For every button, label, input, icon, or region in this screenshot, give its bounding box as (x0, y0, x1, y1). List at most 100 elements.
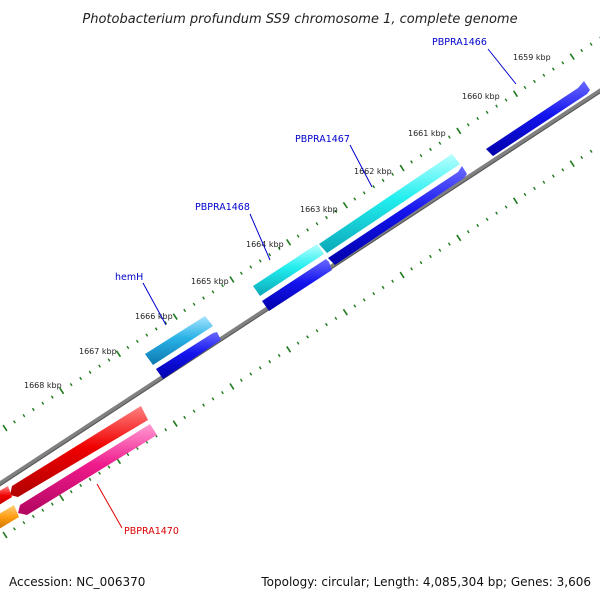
leader-line (96, 483, 123, 529)
tick-major (456, 234, 462, 242)
tick-minor (325, 322, 328, 327)
tick-minor (50, 395, 54, 399)
tick-minor (466, 230, 470, 234)
tick-minor (580, 48, 584, 53)
tick-minor (145, 333, 149, 337)
tick-minor (249, 265, 253, 269)
leader-line (349, 144, 373, 188)
gene-label-pbpra1468[interactable]: PBPRA1468 (195, 202, 250, 213)
tick-minor (296, 234, 300, 238)
tick-minor (315, 329, 319, 333)
tick-major (342, 201, 348, 209)
gene-arrow-pbpra1467[interactable] (319, 154, 460, 253)
tick-minor (476, 116, 480, 121)
tick-minor (325, 215, 328, 220)
gene-arrow-red-edge[interactable] (0, 486, 12, 508)
tick-minor (504, 205, 508, 209)
tick-major (2, 531, 8, 539)
kbp-labels: 1659 kbp 1660 kbp 1661 kbp 1662 kbp 1663… (24, 53, 551, 390)
tick-minor (533, 79, 536, 84)
tick-minor (202, 403, 205, 407)
tick-minor (362, 191, 366, 195)
gene-arrow-pbpra1466[interactable] (486, 81, 590, 156)
tick-major (2, 424, 8, 432)
gene-arrow-inner-3[interactable] (156, 332, 221, 379)
tick-major (569, 160, 575, 168)
leader-line (487, 48, 517, 85)
kbp-label: 1666 kbp (135, 312, 173, 321)
tick-minor (249, 372, 253, 376)
tick-minor (495, 211, 498, 215)
tick-minor (306, 335, 309, 339)
tick-minor (438, 141, 442, 145)
tick-minor (98, 364, 101, 368)
tick-minor (296, 341, 300, 345)
tick-minor (88, 477, 92, 481)
kbp-label: 1662 kbp (354, 167, 392, 176)
tick-minor (79, 376, 83, 381)
kbp-label: 1664 kbp (246, 240, 284, 249)
tick-minor (268, 360, 272, 364)
tick-minor (192, 409, 196, 413)
tick-minor (306, 228, 309, 232)
kbp-label: 1663 kbp (300, 205, 338, 214)
tick-minor (419, 154, 423, 158)
tick-minor (154, 327, 158, 331)
tick-minor (466, 123, 470, 127)
tick-minor (239, 378, 243, 382)
gene-label-hemh[interactable]: hemH (115, 272, 143, 283)
tick-minor (126, 452, 130, 457)
tick-minor (107, 358, 111, 362)
tick-minor (580, 155, 584, 160)
tick-minor (268, 253, 272, 257)
tick-minor (410, 267, 413, 271)
tick-minor (258, 366, 262, 370)
tick-minor (353, 197, 357, 201)
gene-label-pbpra1466[interactable]: PBPRA1466 (432, 37, 487, 48)
gene-arrow-pbpra1468[interactable] (253, 244, 324, 296)
gene-arrow-red[interactable] (10, 406, 148, 497)
tick-minor (362, 298, 366, 302)
tick-minor (13, 420, 16, 424)
accession-text: Accession: NC_006370 (9, 575, 146, 589)
gene-arrow-hemh[interactable] (145, 316, 213, 365)
gene-arrow-pbpra1470[interactable] (18, 424, 157, 515)
tick-minor (561, 168, 565, 172)
kbp-label: 1661 kbp (408, 129, 446, 138)
tick-minor (447, 242, 451, 246)
tick-minor (31, 514, 35, 519)
tick-minor (533, 186, 536, 191)
tick-track-outer (2, 36, 600, 432)
tick-minor (107, 465, 111, 469)
tick-major (286, 238, 292, 246)
tick-minor (221, 391, 224, 395)
kbp-label: 1668 kbp (24, 381, 62, 390)
tick-minor (561, 61, 565, 65)
gene-arrow-inner-1[interactable] (328, 166, 467, 265)
tick-major (172, 420, 178, 427)
tick-minor (410, 160, 413, 164)
tick-minor (277, 246, 281, 251)
tick-minor (485, 217, 489, 221)
gene-label-pbpra1467[interactable]: PBPRA1467 (295, 134, 350, 145)
tick-minor (353, 304, 357, 308)
gene-label-pbpra1470[interactable]: PBPRA1470 (124, 526, 179, 537)
leader-line (142, 282, 167, 326)
tick-minor (391, 172, 394, 176)
tick-minor (126, 345, 130, 350)
gene-arrow-orange-edge[interactable] (0, 505, 19, 532)
tick-minor (98, 471, 101, 475)
tick-minor (239, 271, 243, 275)
tick-minor (69, 383, 73, 387)
gene-arrow-inner-2[interactable] (262, 259, 332, 311)
tick-minor (504, 98, 508, 102)
map-title: Photobacterium profundum SS9 chromosome … (82, 12, 517, 27)
kbp-label: 1659 kbp (513, 53, 551, 62)
tick-minor (381, 178, 385, 183)
tick-major (59, 494, 65, 502)
tick-minor (135, 446, 139, 450)
gene-features (0, 81, 590, 532)
tick-minor (495, 104, 498, 108)
tick-minor (50, 502, 54, 506)
